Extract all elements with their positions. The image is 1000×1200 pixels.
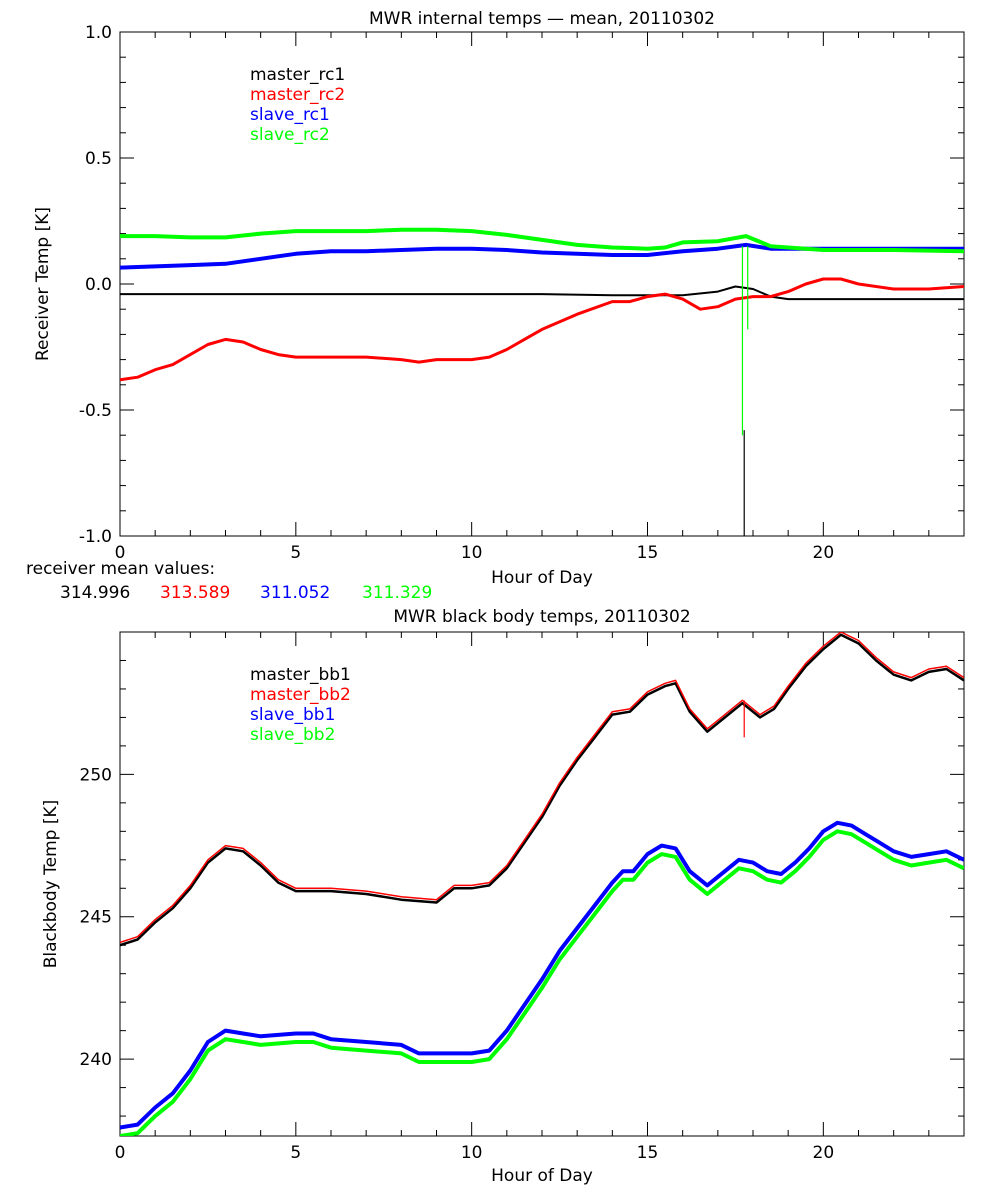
legend-entry-master_bb1: master_bb1 xyxy=(250,665,351,685)
receiver-tick-labels: 0 5 10 15 20 -1.0 -0.5 0.0 0.5 1.0 xyxy=(79,23,834,563)
receiver-y-tick-label: -0.5 xyxy=(79,401,112,421)
series-line-master_bb2 xyxy=(120,632,964,944)
blackbody-x-tick-label: 10 xyxy=(461,1143,483,1163)
blackbody-y-tick-label: 240 xyxy=(80,1050,112,1070)
series-line-master_rc1 xyxy=(120,285,964,301)
receiver-y-axis-label: Receiver Temp [K] xyxy=(33,207,53,361)
blackbody-tick-labels: 0 5 10 15 20 240 245 250 xyxy=(80,765,835,1163)
receiver-y-tick-label: 0.5 xyxy=(85,149,112,169)
receiver-series-group xyxy=(120,227,964,536)
receiver-y-tick-label: -1.0 xyxy=(79,527,112,547)
legend-entry-master_rc2: master_rc2 xyxy=(250,85,345,105)
receiver-axis-ticks xyxy=(119,31,965,537)
series-line-master_rc2 xyxy=(120,277,964,382)
legend-entry-master_rc1: master_rc1 xyxy=(250,65,345,85)
series-line-slave_rc2 xyxy=(120,227,964,254)
receiver-x-axis-label: Hour of Day xyxy=(491,568,593,588)
blackbody-series-group xyxy=(120,632,964,1136)
series-line-slave_bb1 xyxy=(120,820,964,1130)
receiver-plot-frame xyxy=(119,31,965,537)
receiver-y-tick-label: 0.0 xyxy=(85,275,112,295)
blackbody-y-tick-label: 250 xyxy=(80,765,112,785)
receiver-x-tick-label: 5 xyxy=(290,543,301,563)
receiver-x-tick-label: 0 xyxy=(115,543,126,563)
legend-entry-slave_bb1: slave_bb1 xyxy=(250,705,335,725)
blackbody-y-tick-label: 245 xyxy=(80,908,112,928)
receiver-mean-value-4: 311.329 xyxy=(362,583,432,603)
receiver-x-tick-label: 15 xyxy=(637,543,659,563)
blackbody-temps-panel: MWR black body temps, 20110302 0 5 10 15 20 2… xyxy=(41,607,965,1186)
legend-entry-slave_bb2: slave_bb2 xyxy=(250,725,335,745)
series-line-slave_rc1 xyxy=(120,242,964,270)
receiver-temps-panel: MWR internal temps — mean, 20110302 0 5 10… xyxy=(33,9,965,588)
legend-entry-slave_rc2: slave_rc2 xyxy=(250,125,330,145)
receiver-mean-value-1: 314.996 xyxy=(60,583,130,603)
receiver-mean-value-2: 313.589 xyxy=(160,583,230,603)
receiver-x-tick-label: 20 xyxy=(813,543,835,563)
blackbody-x-tick-label: 0 xyxy=(115,1143,126,1163)
series-line-master_bb1 xyxy=(120,633,964,947)
blackbody-x-tick-label: 20 xyxy=(813,1143,835,1163)
receiver-chart-title: MWR internal temps — mean, 20110302 xyxy=(369,9,715,29)
blackbody-x-axis-label: Hour of Day xyxy=(491,1166,593,1186)
blackbody-x-tick-label: 15 xyxy=(637,1143,659,1163)
blackbody-axis-ticks xyxy=(119,631,965,1136)
receiver-mean-value-3: 311.052 xyxy=(260,583,330,603)
receiver-series xyxy=(120,227,964,536)
blackbody-chart-title: MWR black body temps, 20110302 xyxy=(393,607,690,627)
legend-entry-master_bb2: master_bb2 xyxy=(250,685,351,705)
blackbody-series xyxy=(120,632,964,1136)
legend-entry-slave_rc1: slave_rc1 xyxy=(250,105,330,125)
blackbody-plot-frame xyxy=(119,631,965,1137)
series-line-slave_bb2 xyxy=(120,829,964,1136)
receiver-mean-label: receiver mean values: xyxy=(26,559,215,579)
blackbody-y-axis-label: Blackbody Temp [K] xyxy=(41,800,61,969)
blackbody-x-tick-label: 5 xyxy=(290,1143,301,1163)
receiver-x-tick-label: 10 xyxy=(461,543,483,563)
receiver-y-tick-label: 1.0 xyxy=(85,23,112,43)
